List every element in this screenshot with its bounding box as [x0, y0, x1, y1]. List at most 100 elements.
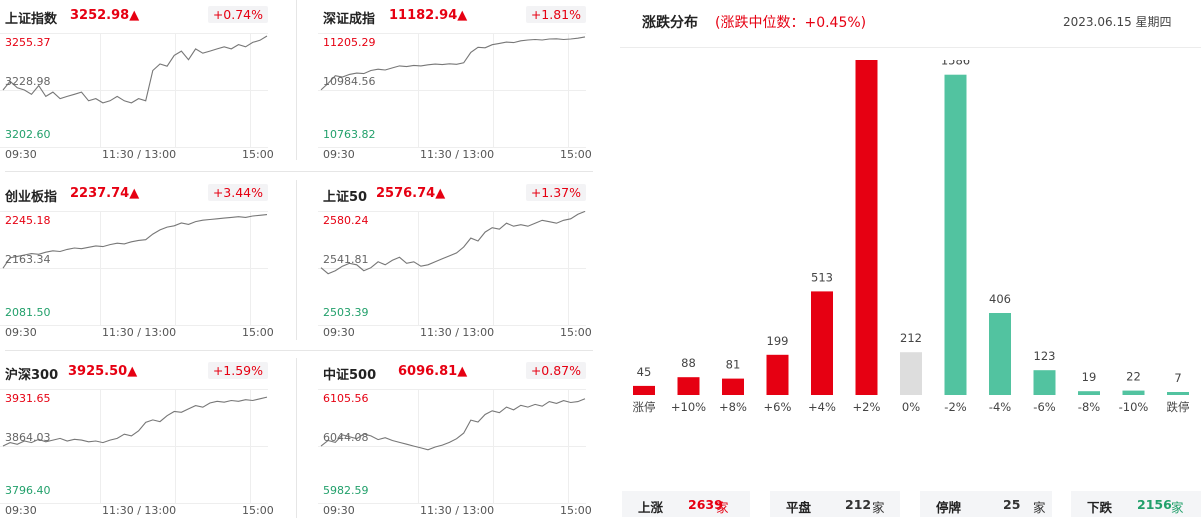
index-card[interactable]: 上证指数 3252.98▲ +0.74% 3255.37 3228.98 3202.60 0…: [0, 0, 274, 175]
y-axis-low-label: 3202.60: [5, 128, 51, 141]
intraday-line-chart: [2, 35, 268, 104]
distribution-bar[interactable]: [722, 378, 744, 395]
index-card[interactable]: 沪深300 3925.50▲ +1.59% 3931.65 3864.03 3796.40…: [0, 356, 274, 531]
intraday-line-chart: [2, 214, 268, 269]
y-axis-mid-label: 3228.98: [5, 75, 51, 88]
x-axis-mid-label: 11:30 / 13:00: [102, 148, 177, 161]
summary-unit: 家: [872, 500, 885, 515]
summary-unit: 家: [716, 500, 729, 515]
summary-unit: 家: [1033, 500, 1046, 515]
y-axis-low-label: 2081.50: [5, 306, 51, 319]
bar-value-label: 406: [989, 292, 1011, 306]
summary-label: 上涨: [638, 500, 664, 515]
index-card[interactable]: 深证成指 11182.94▲ +1.81% 11205.29 10984.56 10763…: [318, 0, 592, 175]
bar-value-label: 45: [637, 365, 652, 379]
y-axis-high-label: 2580.24: [323, 214, 369, 227]
y-axis-low-label: 3796.40: [5, 484, 51, 497]
y-axis-mid-label: 10984.56: [323, 75, 376, 88]
y-axis-mid-label: 6044.08: [323, 431, 369, 444]
x-axis-mid-label: 11:30 / 13:00: [420, 504, 495, 517]
index-name: 深证成指: [323, 12, 376, 27]
index-name: 上证50: [323, 190, 368, 205]
grid-line: [0, 33, 268, 34]
summary-label: 停牌: [936, 500, 962, 515]
distribution-bar[interactable]: [677, 377, 700, 395]
summary-item: 停牌 25 家: [920, 491, 1052, 517]
bar-value-label: 513: [811, 270, 833, 284]
distribution-bar[interactable]: [1033, 370, 1056, 395]
bar-category-label: -4%: [989, 400, 1011, 414]
bar-value-label: 123: [1034, 349, 1056, 363]
index-card[interactable]: 上证50 2576.74▲ +1.37% 2580.24 2541.81 2503.39 0…: [318, 178, 592, 353]
bar-value-label: 7: [1174, 371, 1181, 385]
grid-line: [0, 268, 268, 269]
bar-category-label: -2%: [944, 400, 966, 414]
distribution-bar[interactable]: [1122, 390, 1145, 395]
distribution-bar[interactable]: [855, 60, 878, 395]
grid-line: [0, 147, 268, 148]
x-axis-mid-label: 11:30 / 13:00: [420, 326, 495, 339]
y-axis-high-label: 2245.18: [5, 214, 51, 227]
distribution-bar[interactable]: [1078, 391, 1100, 395]
x-axis-mid-label: 11:30 / 13:00: [102, 326, 177, 339]
x-axis-start-label: 09:30: [5, 148, 37, 161]
bar-category-label: -8%: [1078, 400, 1100, 414]
y-axis-mid-label: 2163.34: [5, 253, 51, 266]
x-axis-end-label: 15:00: [242, 148, 274, 161]
grid-line: [318, 325, 586, 326]
distribution-bar[interactable]: [900, 352, 922, 395]
bar-value-label: 81: [726, 358, 741, 372]
summary-value: 25: [1003, 497, 1021, 512]
bar-category-label: +10%: [671, 400, 706, 414]
x-axis-end-label: 15:00: [242, 504, 274, 517]
index-price-line: [2, 35, 268, 104]
index-card[interactable]: 创业板指 2237.74▲ +3.44% 2245.18 2163.34 2081.50 0…: [0, 178, 274, 353]
index-card[interactable]: 中证500 6096.81▲ +0.87% 6105.56 6044.08 5982.59…: [318, 356, 592, 531]
x-axis-end-label: 15:00: [560, 504, 592, 517]
index-card-header: 上证50 2576.74▲ +1.37%: [318, 178, 588, 206]
median-change: (涨跌中位数：+0.45%): [715, 15, 867, 31]
y-axis-high-label: 11205.29: [323, 36, 376, 49]
distribution-bar[interactable]: [1167, 392, 1189, 395]
index-card-header: 上证指数 3252.98▲ +0.74%: [0, 0, 270, 28]
distribution-bar[interactable]: [944, 74, 967, 395]
bar-category-label: +4%: [808, 400, 836, 414]
grid-line: [0, 389, 268, 390]
x-axis-end-label: 15:00: [560, 148, 592, 161]
intraday-line-chart: [320, 211, 586, 275]
distribution-bar[interactable]: [989, 313, 1011, 395]
bar-category-label: 0%: [902, 400, 920, 414]
bar-category-label: +6%: [764, 400, 792, 414]
divider: [296, 0, 297, 160]
y-axis-high-label: 3931.65: [5, 392, 51, 405]
bar-category-label: 跌停: [1167, 400, 1190, 414]
x-axis-mid-label: 11:30 / 13:00: [102, 504, 177, 517]
up-down-distribution-chart: 45涨停88+10%81+8%199+6%513+4%1758+2%2120%1…: [633, 60, 1190, 414]
divider: [5, 350, 593, 351]
index-change-percent: +1.81%: [525, 6, 586, 23]
x-axis-mid-label: 11:30 / 13:00: [420, 148, 495, 161]
index-price-line: [320, 211, 586, 275]
bar-value-label: 19: [1082, 370, 1097, 384]
grid-line: [318, 446, 586, 447]
y-axis-low-label: 5982.59: [323, 484, 369, 497]
index-name: 沪深300: [5, 368, 59, 383]
index-change-percent: +0.74%: [207, 6, 268, 23]
bar-category-label: +8%: [719, 400, 747, 414]
distribution-bar[interactable]: [633, 385, 655, 395]
x-axis-end-label: 15:00: [560, 326, 592, 339]
distribution-bar[interactable]: [766, 354, 789, 395]
x-axis-end-label: 15:00: [242, 326, 274, 339]
index-name: 创业板指: [5, 190, 58, 205]
index-change-percent: +1.37%: [525, 184, 586, 201]
bar-value-label: 88: [681, 356, 696, 370]
y-axis-low-label: 2503.39: [323, 306, 369, 319]
bar-value-label: 1586: [941, 60, 970, 68]
y-axis-high-label: 6105.56: [323, 392, 369, 405]
index-price-line: [2, 214, 268, 269]
distribution-bar[interactable]: [811, 291, 833, 395]
bar-category-label: -10%: [1119, 400, 1149, 414]
grid-line: [318, 211, 586, 212]
index-card-header: 沪深300 3925.50▲ +1.59%: [0, 356, 270, 384]
index-card-header: 深证成指 11182.94▲ +1.81%: [318, 0, 588, 28]
